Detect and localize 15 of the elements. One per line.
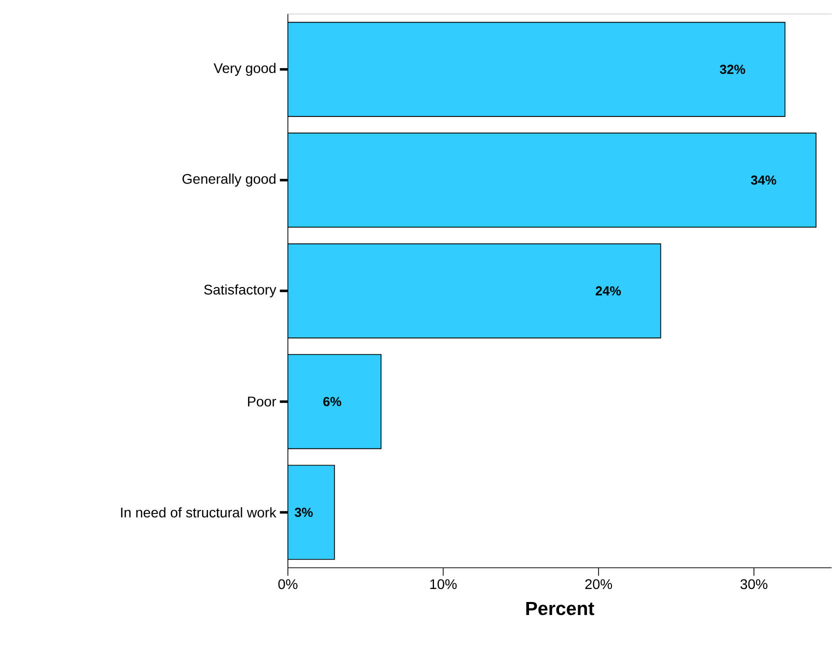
data-label: 34% xyxy=(750,176,776,185)
x-tick-label: 30% xyxy=(740,579,768,590)
y-tick-label: Satisfactory xyxy=(204,284,276,298)
data-label: 3% xyxy=(294,508,313,518)
x-tick-label: 10% xyxy=(430,579,457,590)
x-axis-title: Percent xyxy=(526,602,594,616)
y-tick-label: Poor xyxy=(248,396,276,407)
x-tick-label: 0% xyxy=(278,579,298,590)
y-tick-label: Generally good xyxy=(182,174,276,187)
data-label: 6% xyxy=(323,397,342,406)
data-label: 24% xyxy=(596,286,621,296)
data-label: 32% xyxy=(720,64,746,74)
y-tick-label: In need of structural work xyxy=(121,507,276,518)
y-tick-label: Very good xyxy=(214,63,276,76)
x-tick-label: 20% xyxy=(585,579,612,590)
